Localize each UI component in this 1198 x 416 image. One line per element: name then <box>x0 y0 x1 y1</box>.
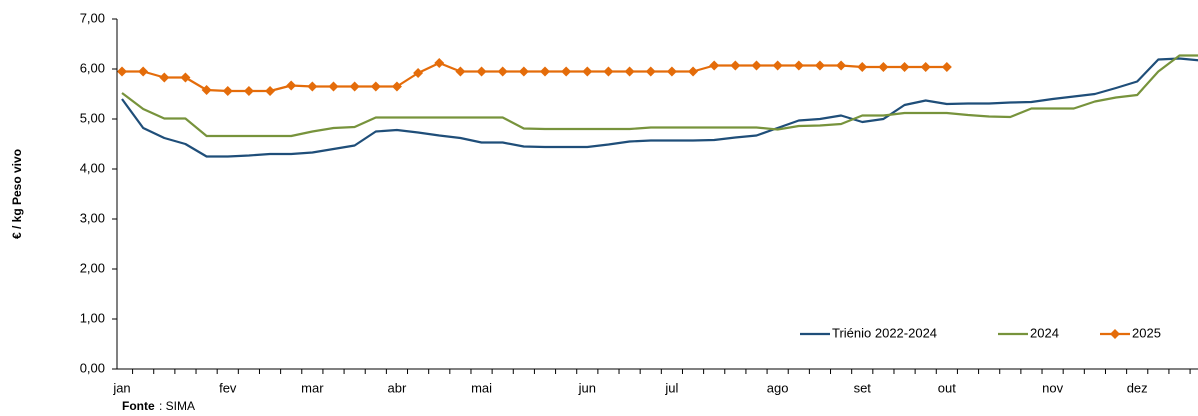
legend-marker <box>1110 329 1120 339</box>
x-tick-label: nov <box>1042 380 1063 395</box>
x-tick-label: set <box>854 380 872 395</box>
marker <box>920 62 931 72</box>
marker <box>899 62 910 72</box>
marker <box>180 72 191 83</box>
marker <box>349 81 360 92</box>
marker <box>624 66 635 77</box>
marker <box>814 60 825 71</box>
x-tick-label: jan <box>112 380 130 395</box>
marker <box>709 60 720 71</box>
marker <box>265 86 276 96</box>
series-line <box>121 54 1198 138</box>
marker <box>413 68 424 78</box>
x-tick-label: mar <box>301 380 324 395</box>
marker <box>688 66 699 77</box>
marker <box>307 81 318 92</box>
x-tick-label: ago <box>767 380 789 395</box>
marker <box>836 60 847 71</box>
marker <box>582 66 593 77</box>
series-line <box>122 61 947 93</box>
y-tick-label: 1,00 <box>80 310 105 325</box>
y-tick-label: 2,00 <box>80 260 105 275</box>
plot-area <box>117 54 1198 158</box>
y-tick-label: 7,00 <box>80 10 105 25</box>
x-tick-label: jun <box>578 380 596 395</box>
marker <box>201 85 212 95</box>
x-tick-label: mai <box>471 380 492 395</box>
marker <box>497 66 508 77</box>
legend-label: 2024 <box>1030 325 1059 340</box>
marker <box>793 60 804 71</box>
marker <box>138 66 149 77</box>
marker <box>286 80 297 91</box>
marker <box>666 66 677 77</box>
x-tick-label: fev <box>219 380 237 395</box>
marker <box>222 86 233 96</box>
marker <box>159 72 170 83</box>
marker <box>243 86 254 96</box>
y-tick-label: 4,00 <box>80 160 105 175</box>
series-line <box>121 57 1198 158</box>
marker <box>603 66 614 77</box>
marker <box>857 62 868 72</box>
marker <box>645 66 656 77</box>
x-tick-label: out <box>938 380 956 395</box>
marker <box>730 60 741 71</box>
marker <box>476 66 487 77</box>
source-label: Fonte <box>122 399 155 413</box>
y-tick-label: 6,00 <box>80 60 105 75</box>
marker <box>941 62 952 72</box>
x-tick-label: dez <box>1127 380 1148 395</box>
marker <box>391 81 402 92</box>
y-tick-label: 0,00 <box>80 360 105 375</box>
marker <box>370 81 381 92</box>
marker <box>518 66 529 77</box>
marker <box>328 81 339 92</box>
marker <box>455 66 466 77</box>
marker <box>540 66 550 77</box>
y-axis-label: € / kg Peso vivo <box>10 149 24 239</box>
marker <box>117 66 127 77</box>
y-tick-label: 5,00 <box>80 110 105 125</box>
marker <box>434 58 445 68</box>
marker <box>561 66 572 77</box>
legend-label: Triénio 2022-2024 <box>832 325 937 340</box>
legend-label: 2025 <box>1132 325 1161 340</box>
x-tick-label: jul <box>664 380 678 395</box>
marker <box>772 60 783 71</box>
source: : SIMA <box>159 399 195 413</box>
x-tick-label: abr <box>388 380 407 395</box>
marker <box>751 60 762 71</box>
y-tick-label: 3,00 <box>80 210 105 225</box>
marker <box>878 62 889 72</box>
